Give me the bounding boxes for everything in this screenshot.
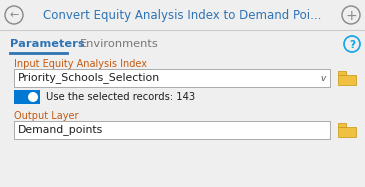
Text: Priority_Schools_Selection: Priority_Schools_Selection [18,73,160,83]
FancyBboxPatch shape [338,126,356,137]
Text: Use the selected records: 143: Use the selected records: 143 [46,92,195,102]
Text: Convert Equity Analysis Index to Demand Poi...: Convert Equity Analysis Index to Demand … [43,8,321,22]
Text: Input Equity Analysis Index: Input Equity Analysis Index [14,59,147,69]
Text: ←: ← [9,10,19,21]
FancyBboxPatch shape [338,123,346,128]
Text: Output Layer: Output Layer [14,111,78,121]
Text: Demand_points: Demand_points [18,125,103,135]
FancyBboxPatch shape [14,69,330,87]
Text: ?: ? [349,39,355,50]
Circle shape [28,92,38,102]
Text: v: v [320,73,326,82]
FancyBboxPatch shape [0,0,365,30]
Text: Environments: Environments [80,39,159,49]
FancyBboxPatch shape [14,90,40,104]
FancyBboxPatch shape [338,74,356,85]
FancyBboxPatch shape [14,121,330,139]
Text: +: + [345,8,357,22]
Text: Parameters: Parameters [10,39,85,49]
FancyBboxPatch shape [338,71,346,76]
